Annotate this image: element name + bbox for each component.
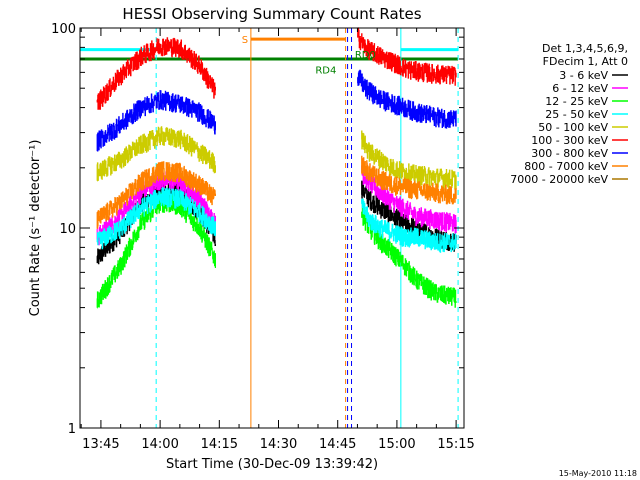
series-100-300-kev	[96, 27, 457, 110]
legend-label: 300 - 800 keV	[531, 147, 608, 160]
annotations: S RD4 RD0	[242, 35, 376, 76]
series-trace	[96, 90, 216, 152]
legend-header: FDecim 1, Att 0	[543, 55, 628, 68]
series-800-7000-kev	[96, 155, 457, 229]
series-group	[96, 27, 457, 309]
series-300-800-kev	[96, 69, 457, 152]
series-trace	[96, 161, 216, 229]
chart-title: HESSI Observing Summary Count Rates	[122, 5, 421, 23]
legend: Det 1,3,4,5,6,9,FDecim 1, Att 03 - 6 keV…	[510, 42, 628, 186]
x-tick-label: 13:45	[82, 437, 119, 452]
x-tick-label: 14:45	[319, 437, 356, 452]
legend-label: 800 - 7000 keV	[524, 160, 608, 173]
annotation-rd0: RD0	[355, 50, 376, 61]
legend-label: 50 - 100 keV	[538, 121, 608, 134]
legend-header: Det 1,3,4,5,6,9,	[542, 42, 628, 55]
annotation-rd4: RD4	[315, 66, 336, 77]
annotation-s: S	[242, 35, 248, 46]
y-tick-label: 10	[59, 222, 76, 237]
legend-label: 25 - 50 keV	[545, 108, 608, 121]
legend-label: 6 - 12 keV	[552, 82, 608, 95]
series-trace	[96, 126, 216, 182]
series-trace	[361, 164, 457, 234]
x-tick-label: 14:15	[201, 437, 238, 452]
series-trace	[361, 198, 457, 253]
y-tick-label: 100	[51, 22, 76, 37]
x-axis-label: Start Time (30-Dec-09 13:39:42)	[166, 457, 378, 472]
series-trace	[357, 27, 457, 86]
series-trace	[96, 187, 216, 250]
x-tick-label: 14:00	[141, 437, 178, 452]
axis-ticks: 1 10 100 13:45 14:00 14:15 14:30 14:45 15:00 15:1…	[51, 22, 475, 452]
series-trace	[96, 37, 216, 110]
legend-label: 3 - 6 keV	[559, 69, 608, 82]
legend-label: 7000 - 20000 keV	[510, 173, 608, 186]
legend-label: 100 - 300 keV	[531, 134, 608, 147]
series-trace	[361, 130, 457, 190]
legend-label: 12 - 25 keV	[545, 95, 608, 108]
x-tick-label: 14:30	[260, 437, 297, 452]
x-tick-label: 15:15	[437, 437, 474, 452]
y-axis-label: Count Rate (s⁻¹ detector⁻¹)	[28, 140, 43, 317]
y-tick-label: 1	[68, 422, 76, 437]
series-trace	[357, 69, 457, 129]
timestamp: 15-May-2010 11:18	[559, 469, 637, 478]
series-trace	[361, 155, 457, 205]
series-trace	[361, 204, 457, 308]
x-tick-label: 15:00	[378, 437, 415, 452]
series-50-100-kev	[96, 126, 457, 190]
series-25-50-kev	[96, 187, 457, 253]
